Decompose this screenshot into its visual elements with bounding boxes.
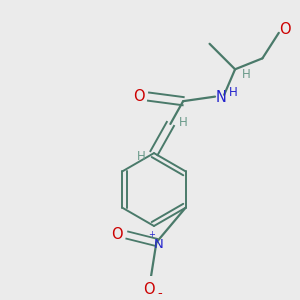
Text: H: H [179,116,188,129]
Text: H: H [242,68,250,81]
Text: -: - [158,287,162,300]
Text: +: + [148,230,155,239]
Text: N: N [216,90,227,105]
Text: O: O [111,227,123,242]
Text: O: O [279,22,291,37]
Text: N: N [153,238,163,251]
Text: O: O [134,89,145,104]
Text: H: H [229,86,238,100]
Text: H: H [137,150,146,163]
Text: O: O [143,282,155,297]
